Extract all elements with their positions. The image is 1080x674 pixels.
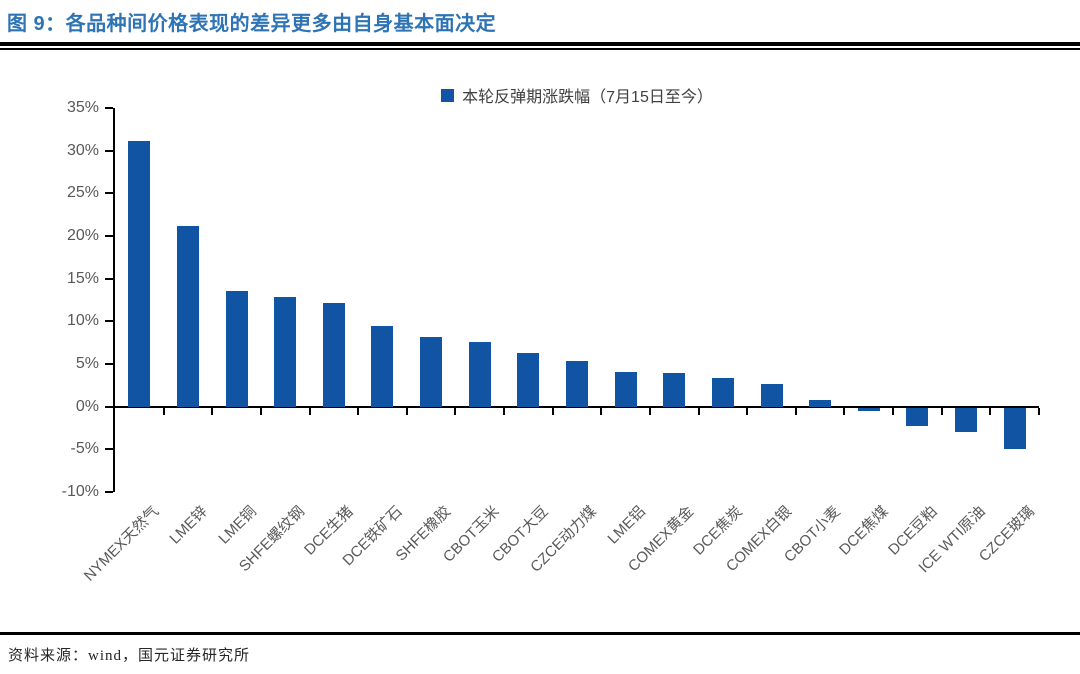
bar [857,407,880,412]
y-tick-mark [105,235,113,237]
y-tick-label: -10% [61,483,99,500]
y-tick-label: 15% [66,269,99,287]
bar [566,360,588,407]
bar [906,407,929,426]
bar [322,303,345,407]
x-tick-mark [308,407,311,415]
x-tick-mark [843,407,846,415]
bar [955,407,978,432]
y-tick-mark [105,149,113,152]
y-tick-label: 30% [66,141,99,159]
y-tick-label: 35% [66,99,99,116]
y-tick-mark [105,277,113,280]
x-tick-mark [892,407,895,415]
y-tick-mark [105,192,113,195]
y-tick-label: -5% [70,440,99,458]
footer-separator [0,632,1080,635]
bar [614,371,637,407]
x-axis-line [113,405,1039,408]
chart-legend: 本轮反弹期涨跌幅（7月15日至今） [115,83,1039,107]
source-note: 资料来源：wind，国元证券研究所 [8,648,251,664]
y-tick-mark [105,405,113,408]
bar [128,141,151,407]
x-tick-label: LME铝 [604,503,649,548]
bar [274,296,297,407]
bar [225,291,248,407]
y-tick-mark [105,491,113,493]
y-tick-mark [105,320,113,323]
bar [420,336,443,407]
bar [371,326,394,407]
y-tick-mark [105,107,113,109]
y-tick-mark [105,448,113,451]
x-tick-mark [454,407,457,415]
x-tick-mark [989,407,992,415]
x-tick-mark [697,407,700,415]
legend-swatch [441,88,455,102]
y-tick-label: 0% [75,397,99,415]
bar [468,341,491,407]
x-tick-label: LME锌 [166,503,211,548]
y-tick-label: 5% [75,355,99,372]
x-tick-mark [211,407,214,415]
x-tick-label: NYMEX天然气 [80,503,163,585]
x-tick-mark [940,407,943,415]
y-tick-label: 20% [66,227,99,244]
x-tick-mark [503,407,506,415]
x-tick-mark [259,407,262,415]
x-tick-mark [600,407,603,415]
bar [760,384,783,407]
y-axis-line [113,108,115,492]
x-tick-mark [162,407,165,415]
title-separator-thin [0,48,1080,50]
title-separator-thick [0,42,1080,46]
legend-label: 本轮反弹期涨跌幅（7月15日至今） [462,89,713,106]
bar [663,373,686,407]
bar [517,352,540,407]
x-tick-mark [405,407,408,415]
bar [1003,407,1026,449]
x-tick-label: LME铜 [215,503,260,548]
x-tick-mark [551,407,554,415]
x-tick-mark [357,407,360,415]
x-tick-label: DCE焦煤 [836,503,892,559]
figure-title: 图 9：各品种间价格表现的差异更多由自身基本面决定 [7,13,497,35]
y-tick-mark [105,363,113,365]
y-tick-label: 25% [66,184,99,202]
bar [711,377,734,407]
x-tick-mark [1038,407,1040,415]
x-tick-mark [794,407,797,415]
x-tick-mark [746,407,749,415]
y-tick-label: 10% [66,312,99,330]
bar [809,399,832,407]
bar [176,225,199,407]
x-tick-mark [648,407,651,415]
